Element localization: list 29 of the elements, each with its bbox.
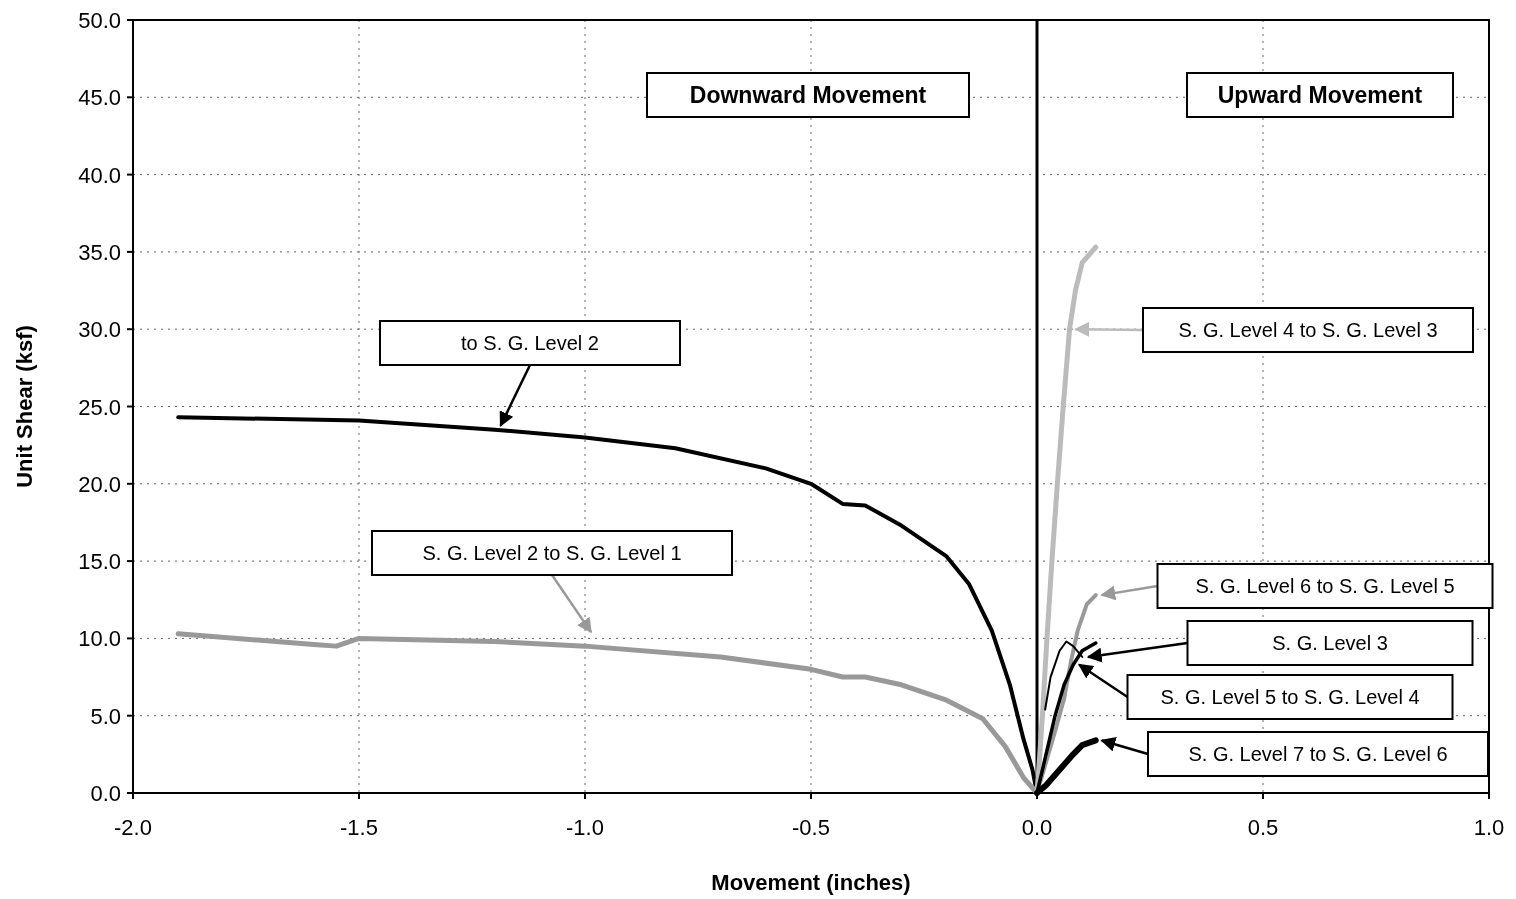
y-tick-label: 5.0 [90, 703, 121, 729]
legend-label: S. G. Level 7 to S. G. Level 6 [1188, 743, 1448, 765]
x-tick-label: -1.0 [566, 815, 604, 840]
y-tick-label: 40.0 [78, 162, 121, 188]
x-tick-label: -1.5 [340, 815, 378, 840]
x-tick-label: -2.0 [114, 815, 152, 840]
x-tick-label: 0.0 [1021, 815, 1053, 840]
text: S. G. Level 5 to S. G. Level 4 [1160, 686, 1420, 708]
x-axis-title: Movement (inches) [711, 870, 911, 895]
text: S. G. Level 2 to S. G. Level 1 [422, 542, 682, 564]
y-tick-label: 45.0 [78, 85, 121, 111]
annotation: Upward Movement [1217, 82, 1423, 108]
y-tick-label: 20.0 [78, 471, 121, 497]
annotation: Downward Movement [689, 82, 927, 108]
y-tick-label: 25.0 [78, 394, 121, 420]
y-tick-label: 10.0 [78, 626, 121, 652]
y-tick-label: 0.0 [90, 781, 121, 806]
y-tick-label: 50.0 [78, 8, 121, 33]
y-tick-label: 30.0 [78, 317, 121, 343]
legend-label: S. G. Level 4 to S. G. Level 3 [1178, 319, 1438, 341]
x-tick-label: -0.5 [792, 815, 830, 840]
y-tick-label: 35.0 [78, 239, 121, 265]
x-tick-label: 1.0 [1473, 815, 1505, 840]
legend-label: S. G. Level 6 to S. G. Level 5 [1195, 575, 1455, 597]
x-tick-label: 0.5 [1247, 815, 1279, 840]
y-tick-label: 15.0 [78, 549, 121, 575]
text: S. G. Level 3 [1272, 632, 1388, 654]
text: to S. G. Level 2 [461, 332, 599, 354]
y-axis-title: Unit Shear (ksf) [12, 325, 37, 488]
